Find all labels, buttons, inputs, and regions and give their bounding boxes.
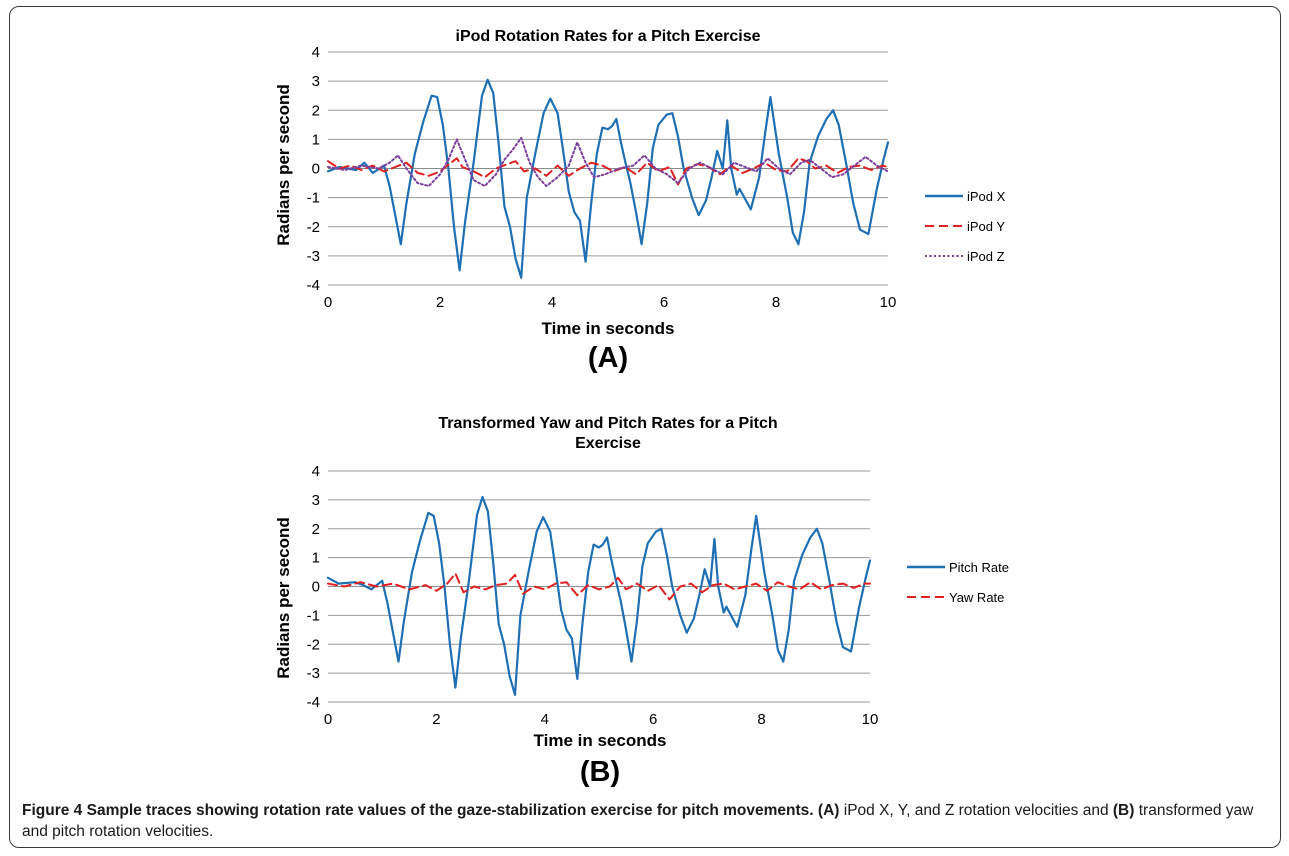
chart-a-ytick-label: 3 (312, 73, 320, 90)
chart-b-xtick-label: 8 (757, 711, 765, 728)
chart-a-series-line (327, 136, 889, 187)
chart-a-xtick-label: 4 (548, 294, 556, 311)
chart-b-ytick-label: -1 (307, 607, 320, 624)
chart-b-yticks: -4 -3 -2 -1 0 1 2 3 4 (307, 463, 320, 711)
chart-b-ytick-label: 0 (312, 579, 320, 596)
chart-a-xtick-label: 2 (436, 294, 444, 311)
chart-b-series-line (326, 495, 872, 696)
chart-a-series-line (326, 78, 890, 279)
chart-b-xticks: 0 2 4 6 8 10 (324, 711, 879, 728)
chart-a: iPod Rotation Rates for a Pitch Exercise… (274, 28, 1006, 374)
chart-b-xtick-label: 6 (649, 711, 657, 728)
chart-a-yticks: -4 -3 -2 -1 0 1 2 3 4 (307, 44, 320, 294)
chart-a-xtick-label: 8 (772, 294, 780, 311)
chart-a-ytick-label: 4 (312, 44, 320, 61)
caption-a-text: iPod X, Y, and Z rotation velocities and (843, 802, 1109, 819)
chart-b-legend: Pitch Rate Yaw Rate (907, 560, 1009, 605)
caption-a-tag: (A) (817, 802, 840, 819)
chart-a-series-line (327, 157, 889, 186)
chart-b-ytick-label: 4 (312, 463, 320, 480)
chart-a-legend-label: iPod Y (967, 219, 1005, 234)
chart-a-xtick-label: 0 (324, 294, 332, 311)
chart-b-xlabel: Time in seconds (534, 731, 667, 750)
chart-b-ytick-label: -3 (307, 665, 320, 682)
chart-b-xtick-label: 4 (541, 711, 549, 728)
chart-b-plot-area (326, 495, 872, 696)
chart-b-ytick-label: 1 (312, 550, 320, 567)
chart-b-panel-tag: (B) (580, 756, 620, 788)
chart-a-ytick-label: 1 (312, 131, 320, 148)
chart-a-ytick-label: 2 (312, 102, 320, 119)
chart-a-panel-tag: (A) (588, 342, 628, 374)
chart-b-series-line (327, 572, 871, 601)
chart-a-ytick-label: -1 (307, 190, 320, 207)
chart-b-xtick-label: 2 (432, 711, 440, 728)
chart-b-xtick-label: 10 (862, 711, 879, 728)
figure-frame (9, 6, 1281, 848)
chart-b-grid (328, 470, 870, 703)
chart-b-ytick-label: 2 (312, 521, 320, 538)
chart-a-ytick-label: -2 (307, 219, 320, 236)
chart-b-ylabel: Radians per second (274, 517, 293, 679)
caption-b-text: transformed yaw and pitch rotation veloc… (22, 802, 1254, 840)
chart-a-ylabel: Radians per second (274, 84, 293, 246)
chart-b-ytick-label: -4 (307, 694, 320, 711)
chart-b-ytick-label: -2 (307, 636, 320, 653)
chart-a-ytick-label: -4 (307, 277, 320, 294)
chart-a-ytick-label: 0 (312, 161, 320, 178)
chart-b-legend-label: Yaw Rate (949, 590, 1004, 605)
chart-b-legend-label: Pitch Rate (949, 560, 1009, 575)
chart-a-xlabel: Time in seconds (542, 319, 675, 338)
caption-title: Sample traces showing rotation rate valu… (86, 802, 814, 819)
chart-a-legend: iPod X iPod Y iPod Z (925, 189, 1006, 264)
chart-a-legend-label: iPod X (967, 189, 1006, 204)
caption-label: Figure 4 (22, 802, 83, 819)
chart-b-title-line2: Exercise (575, 435, 641, 452)
chart-a-legend-label: iPod Z (967, 249, 1005, 264)
chart-a-xtick-label: 6 (660, 294, 668, 311)
chart-b-ytick-label: 3 (312, 492, 320, 509)
chart-a-xtick-label: 10 (880, 294, 897, 311)
chart-a-xticks: 0 2 4 6 8 10 (324, 294, 897, 311)
chart-a-plot-area (326, 78, 890, 279)
chart-b-title-line1: Transformed Yaw and Pitch Rates for a Pi… (438, 415, 777, 432)
chart-a-title: iPod Rotation Rates for a Pitch Exercise (456, 28, 761, 45)
chart-a-ytick-label: -3 (307, 248, 320, 265)
caption-b-tag: (B) (1112, 802, 1135, 819)
figure-caption: Figure 4 Sample traces showing rotation … (22, 800, 1270, 842)
chart-b-xtick-label: 0 (324, 711, 332, 728)
chart-b: Transformed Yaw and Pitch Rates for a Pi… (274, 415, 1009, 788)
